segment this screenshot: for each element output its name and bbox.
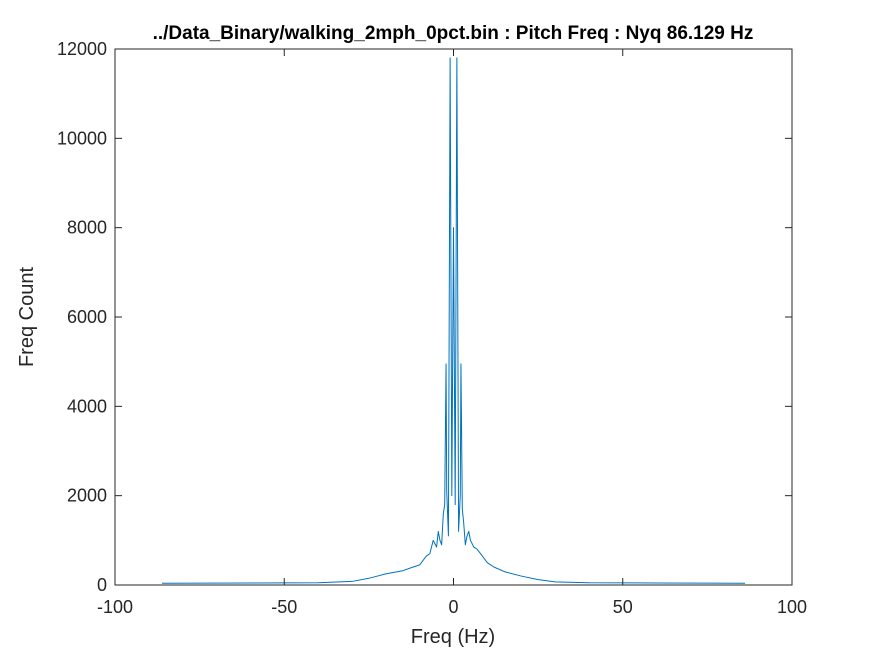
y-tick-label: 2000: [67, 486, 107, 506]
chart-title: ../Data_Binary/walking_2mph_0pct.bin : P…: [153, 23, 754, 44]
x-tick-label: 50: [613, 597, 633, 617]
y-axis-label: Freq Count: [16, 267, 38, 367]
y-tick-label: 8000: [67, 218, 107, 238]
y-tick-label: 6000: [67, 307, 107, 327]
y-tick-label: 10000: [57, 128, 107, 148]
x-tick-label: 0: [448, 597, 458, 617]
y-tick-label: 12000: [57, 39, 107, 59]
x-tick-label: 100: [777, 597, 807, 617]
x-tick-label: -50: [271, 597, 297, 617]
plot-area: [115, 49, 792, 585]
y-tick-label: 4000: [67, 396, 107, 416]
x-tick-label: -100: [97, 597, 133, 617]
series-layer: [161, 57, 746, 584]
y-axis-ticks: 0 2000 4000 6000 8000 10000 12000: [57, 39, 792, 595]
y-tick-label: 0: [97, 575, 107, 595]
series-line: [161, 57, 746, 584]
x-axis-label: Freq (Hz): [411, 626, 495, 648]
x-axis-ticks: -100 -50 0 50 100: [97, 49, 807, 617]
